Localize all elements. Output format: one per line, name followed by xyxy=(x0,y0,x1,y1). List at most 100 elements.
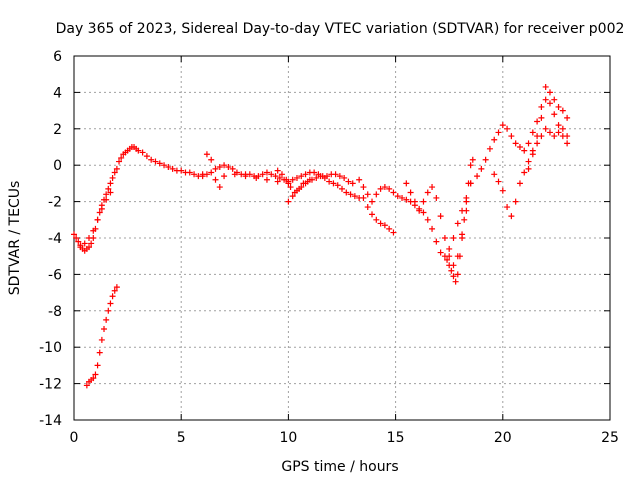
data-point xyxy=(491,136,498,143)
data-point xyxy=(463,198,470,205)
data-point xyxy=(216,184,223,191)
data-point xyxy=(534,118,541,125)
data-point xyxy=(495,178,502,185)
data-point xyxy=(364,204,371,211)
data-point xyxy=(199,173,206,180)
data-point xyxy=(118,154,125,161)
data-point xyxy=(437,213,444,220)
data-point xyxy=(525,165,532,172)
data-point xyxy=(529,129,536,136)
data-point xyxy=(152,158,159,165)
data-point xyxy=(559,125,566,132)
data-point xyxy=(399,194,406,201)
data-point xyxy=(103,191,110,198)
data-point xyxy=(360,184,367,191)
data-point xyxy=(555,103,562,110)
data-point xyxy=(351,193,358,200)
data-point xyxy=(165,164,172,171)
data-point xyxy=(529,151,536,158)
data-point xyxy=(109,174,116,181)
data-point xyxy=(538,103,545,110)
data-point xyxy=(86,235,93,241)
data-point xyxy=(203,171,210,178)
data-point xyxy=(336,173,343,180)
data-point xyxy=(456,253,463,260)
series-arc-14 xyxy=(525,96,571,172)
data-point xyxy=(465,180,472,187)
data-point xyxy=(339,185,345,192)
data-point xyxy=(156,160,163,167)
data-point xyxy=(516,180,523,187)
data-point xyxy=(285,180,292,187)
data-point xyxy=(429,184,436,191)
y-tick-label: -10 xyxy=(39,340,62,356)
data-point xyxy=(98,336,105,343)
data-point xyxy=(429,225,436,232)
data-point xyxy=(289,193,296,200)
data-point xyxy=(94,362,101,369)
data-point xyxy=(161,162,168,169)
axes: 0 5 10 15 20 25 -14 -12 -10 -8 -6 -4 -2 0 2 4 6 xyxy=(39,49,619,446)
series-arc-11 xyxy=(444,156,476,285)
data-point xyxy=(390,229,397,236)
data-point xyxy=(559,107,566,114)
data-point xyxy=(486,145,493,152)
data-point xyxy=(345,178,352,185)
data-point xyxy=(313,174,320,181)
data-point xyxy=(454,220,461,227)
y-tick-label: 6 xyxy=(53,49,62,65)
data-point xyxy=(555,122,562,129)
y-tick-label: -2 xyxy=(48,195,62,211)
data-point xyxy=(377,220,384,227)
data-point xyxy=(88,240,95,247)
data-point xyxy=(278,171,285,178)
data-point xyxy=(504,125,511,132)
data-point xyxy=(268,171,275,178)
data-point xyxy=(96,209,103,216)
data-point xyxy=(420,209,427,216)
data-point xyxy=(538,114,545,121)
data-point xyxy=(508,213,515,220)
data-point xyxy=(542,125,549,132)
data-point xyxy=(377,185,384,192)
data-point xyxy=(293,187,300,194)
data-point xyxy=(381,184,388,191)
data-point xyxy=(330,180,337,187)
data-point xyxy=(551,133,558,140)
data-point xyxy=(356,176,363,183)
data-point xyxy=(263,176,270,183)
data-point xyxy=(96,349,103,356)
data-point xyxy=(369,198,376,205)
data-point xyxy=(81,240,88,247)
data-point xyxy=(253,174,260,181)
data-point xyxy=(225,164,232,171)
data-point xyxy=(111,169,118,176)
data-point xyxy=(463,207,470,214)
data-point xyxy=(148,156,155,163)
data-point xyxy=(113,284,120,291)
data-point xyxy=(446,262,453,269)
data-point xyxy=(285,198,292,205)
data-point xyxy=(101,326,108,332)
data-point xyxy=(186,169,193,176)
data-point xyxy=(564,114,571,121)
data-point xyxy=(349,180,356,187)
data-point xyxy=(394,193,401,200)
data-point xyxy=(302,171,309,178)
data-point xyxy=(139,149,146,156)
x-tick-label: 15 xyxy=(387,430,405,446)
data-point xyxy=(546,100,553,107)
y-axis-label: SDTVAR / TECUs xyxy=(7,181,23,296)
data-point xyxy=(390,189,397,196)
data-point xyxy=(407,189,414,196)
data-point xyxy=(203,151,210,158)
series-arc-12 xyxy=(474,83,571,180)
data-point xyxy=(283,176,290,183)
data-point xyxy=(546,129,553,136)
data-point xyxy=(216,164,223,171)
x-tick-label: 20 xyxy=(494,430,512,446)
data-point xyxy=(347,191,354,198)
data-point xyxy=(105,185,112,192)
data-point xyxy=(105,307,112,314)
